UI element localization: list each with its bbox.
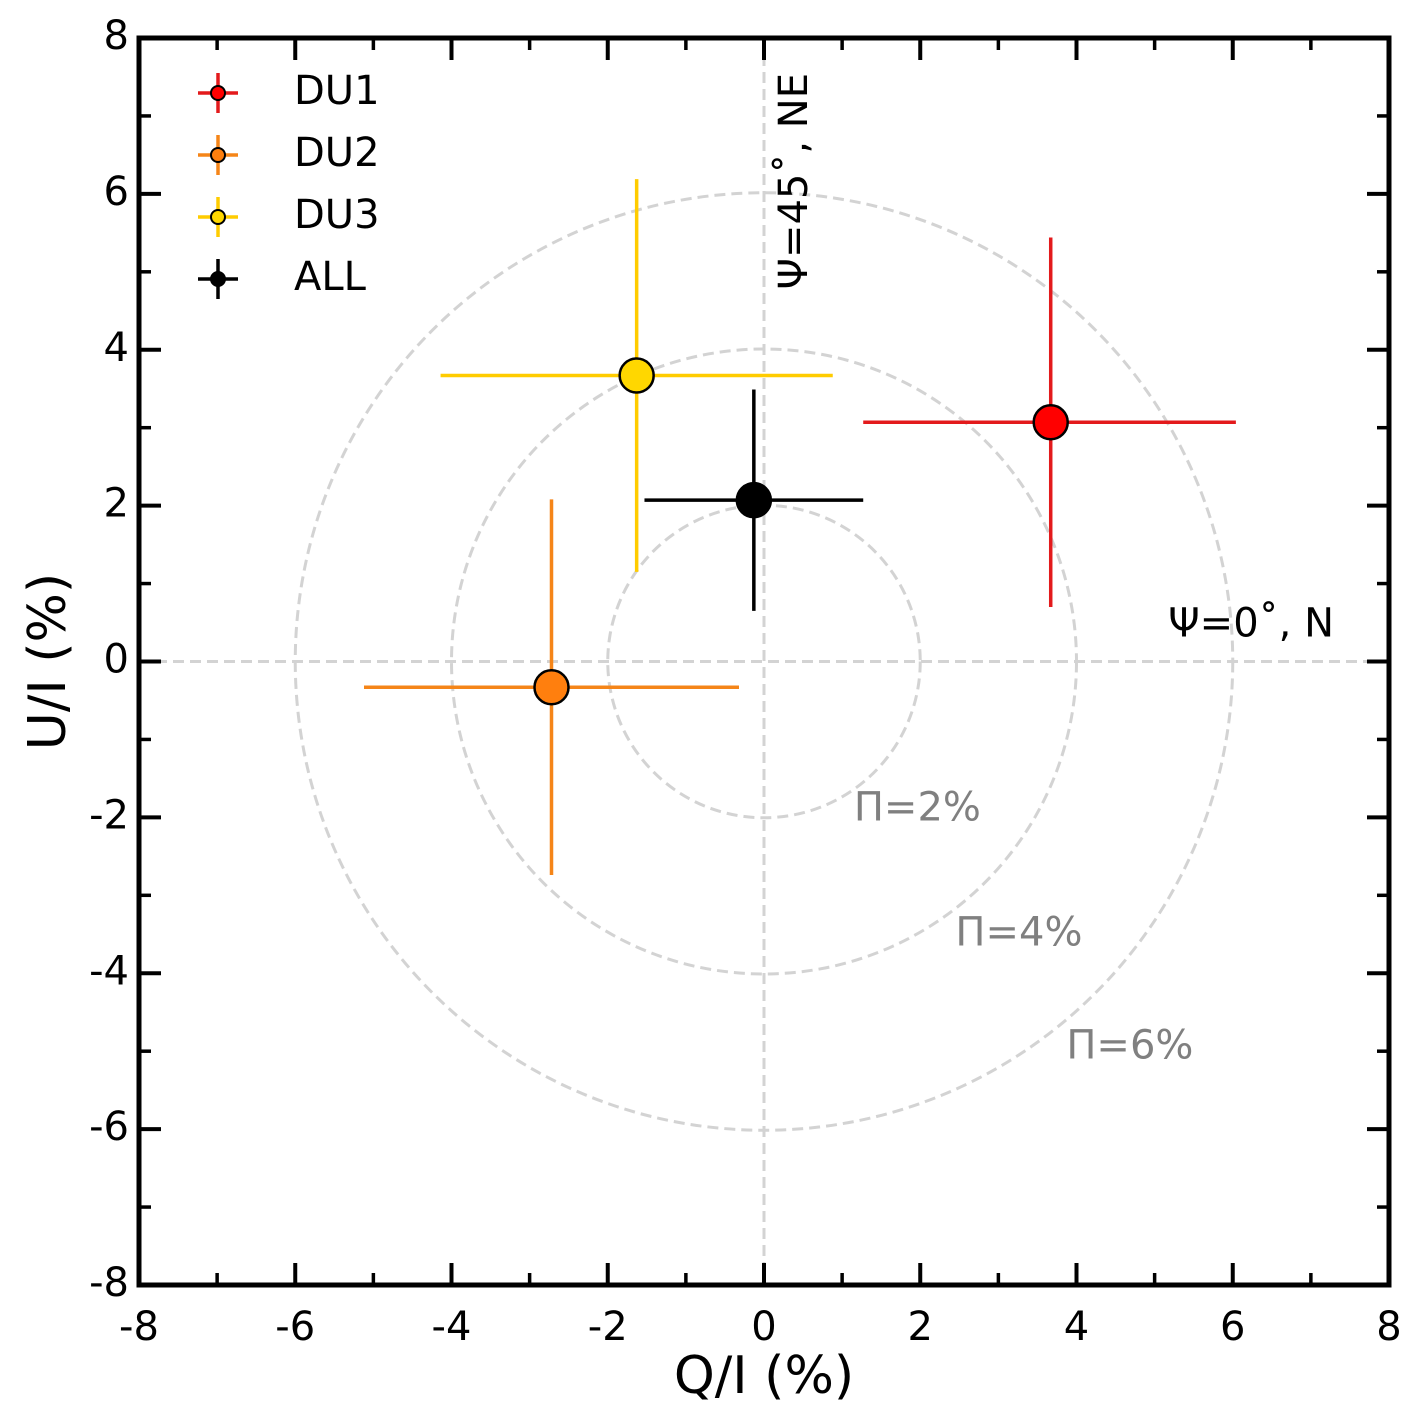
x-tick-label: 4 — [1064, 1304, 1089, 1350]
x-tick-label: 2 — [908, 1304, 933, 1350]
ring-label-4: Π=4% — [955, 909, 1082, 955]
x-tick-label: 0 — [751, 1304, 776, 1350]
legend-marker-du1 — [210, 85, 226, 101]
y-tick-label: 0 — [104, 637, 129, 683]
y-tick-label: 6 — [104, 169, 129, 215]
x-tick-label: -8 — [119, 1304, 159, 1350]
legend-marker-all — [210, 271, 226, 287]
angle-label-ne: Ψ=45˚, NE — [771, 73, 817, 290]
data-point-all — [735, 481, 773, 519]
legend-marker-du3 — [210, 209, 226, 225]
y-tick-label: -8 — [89, 1260, 129, 1306]
ring-4 — [450, 347, 1078, 976]
x-tick-label: -4 — [432, 1304, 472, 1350]
legend-label-du1: DU1 — [294, 68, 380, 114]
y-tick-label: 8 — [104, 13, 129, 59]
x-tick-label: -6 — [275, 1304, 315, 1350]
ring-label-2: Π=2% — [854, 785, 981, 831]
y-tick-label: 2 — [104, 481, 129, 527]
x-tick-label: 6 — [1220, 1304, 1245, 1350]
x-axis-label: Q/I (%) — [674, 1346, 854, 1406]
x-tick-label: -2 — [588, 1304, 628, 1350]
data-point-du3 — [618, 357, 655, 394]
angle-label-n: Ψ=0˚, N — [1168, 601, 1334, 647]
y-tick-label: -4 — [89, 948, 129, 994]
data-point-du2 — [533, 668, 570, 706]
legend-marker-du2 — [210, 147, 226, 163]
legend-label-du2: DU2 — [294, 130, 380, 176]
y-axis-label: U/I (%) — [18, 573, 78, 750]
legend-label-du3: DU3 — [294, 192, 380, 238]
data-point-du1 — [1032, 403, 1069, 441]
ring-label-6: Π=6% — [1066, 1022, 1193, 1068]
ring-6 — [293, 191, 1235, 1132]
legend-label-all: ALL — [294, 254, 367, 300]
y-tick-label: -2 — [89, 792, 129, 838]
x-tick-label: 8 — [1376, 1304, 1401, 1350]
y-tick-label: 4 — [104, 325, 129, 371]
y-tick-label: -6 — [89, 1104, 129, 1150]
